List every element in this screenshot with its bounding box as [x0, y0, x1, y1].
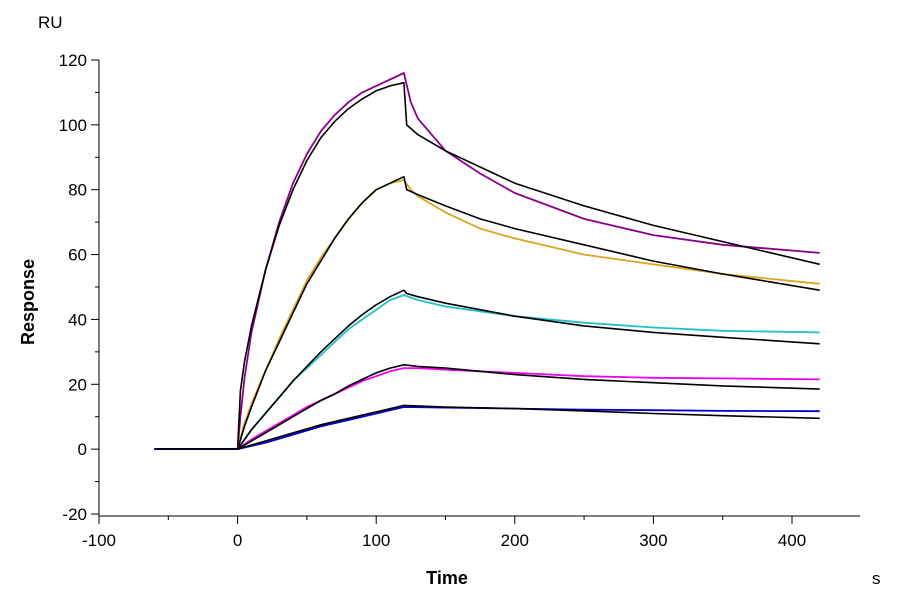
x-tick-label: 200 — [501, 531, 529, 550]
y-tick-label: 60 — [68, 246, 87, 265]
x-tick-label: 0 — [233, 531, 242, 550]
x-tick-label: -100 — [82, 531, 116, 550]
x-axis-title: Time — [426, 568, 468, 588]
series-line-conc-2-fit — [154, 363, 820, 450]
series-line-conc-1-fit — [154, 404, 820, 450]
x-tick-label: 100 — [362, 531, 390, 550]
y-tick-label: 40 — [68, 310, 87, 329]
axes: -20 0 20 40 60 80 100 120 -100 0 100 200 300 400 — [59, 51, 860, 550]
y-tick-label: 20 — [68, 375, 87, 394]
series-line-conc-3-fit — [154, 289, 820, 450]
labels: RU s Time Response — [18, 13, 881, 588]
x-tick-label: 300 — [639, 531, 667, 550]
y-tick-label: 100 — [59, 116, 87, 135]
series-line-conc-4-fit — [154, 175, 820, 450]
y-unit-label: RU — [38, 13, 63, 32]
y-tick-label: 120 — [59, 51, 87, 70]
y-tick-label: -20 — [62, 505, 87, 524]
y-tick-label: 80 — [68, 181, 87, 200]
series-line-conc-1 — [154, 406, 820, 451]
series-layer — [154, 72, 820, 451]
x-unit-label: s — [872, 569, 881, 588]
y-tick-label: 0 — [78, 440, 87, 459]
series-line-conc-2 — [154, 367, 820, 451]
x-tick-label: 400 — [778, 531, 806, 550]
y-axis-title: Response — [18, 259, 38, 345]
series-line-conc-5 — [154, 72, 820, 451]
series-line-conc-5-fit — [154, 81, 820, 450]
